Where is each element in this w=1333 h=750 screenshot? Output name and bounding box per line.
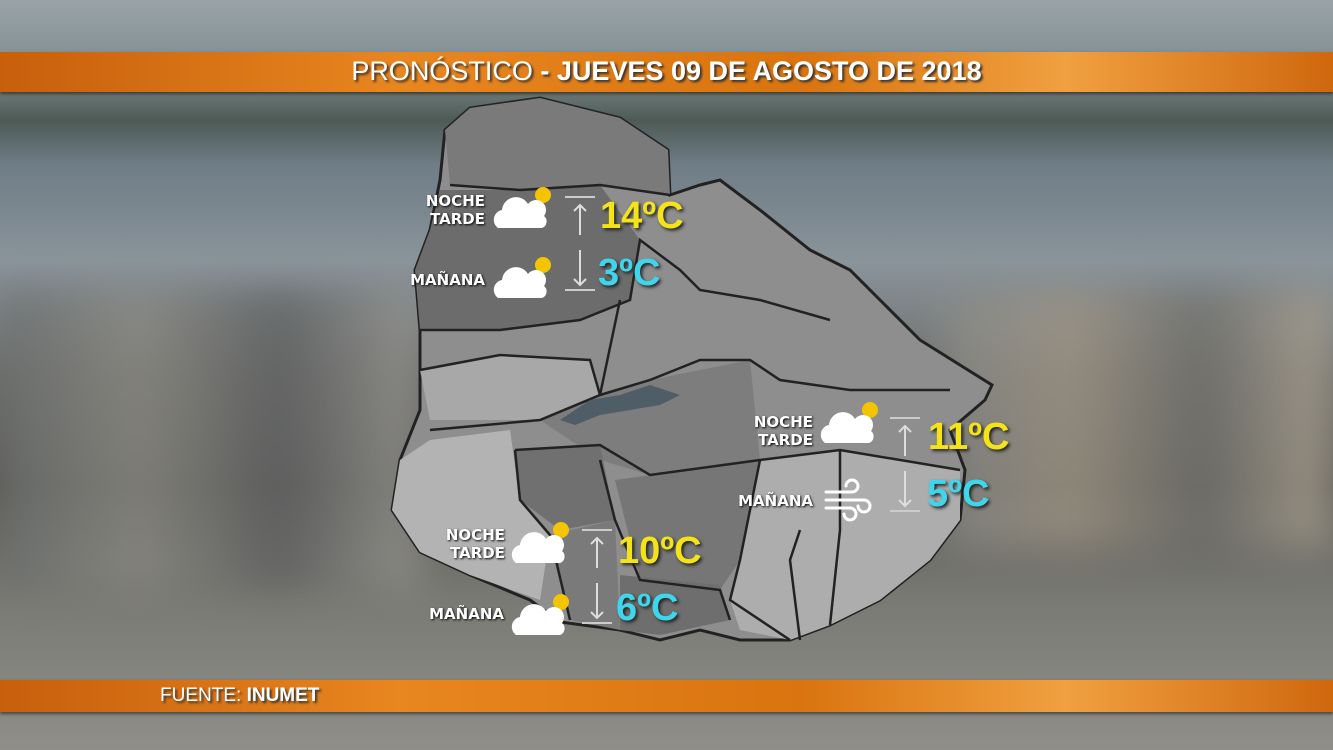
- partly-cloudy-icon: [820, 402, 878, 443]
- partly-cloudy-icon: [493, 187, 551, 228]
- label-noche: NOCHE: [425, 192, 485, 210]
- wind-icon: [824, 478, 872, 522]
- north-min-temp: 3ºC: [598, 252, 661, 294]
- department-florida: [615, 460, 760, 590]
- north-morning-label: MAÑANA: [410, 271, 485, 289]
- north-max-temp: 14ºC: [600, 195, 684, 237]
- background-buildings-left: [0, 290, 420, 590]
- title-date: - JUEVES 09 DE AGOSTO DE 2018: [540, 56, 982, 86]
- temperature-range-arrows: [890, 417, 920, 512]
- department-colonia: [392, 430, 550, 600]
- temperature-range-arrows: [565, 196, 595, 291]
- label-tarde: TARDE: [758, 431, 813, 449]
- label-tarde: TARDE: [430, 210, 485, 228]
- header-band: [0, 52, 1333, 92]
- source-label: FUENTE:: [160, 685, 242, 706]
- partly-cloudy-icon: [511, 594, 569, 635]
- partly-cloudy-icon: [493, 257, 551, 298]
- department-canelones: [620, 575, 730, 635]
- east-morning-label: MAÑANA: [738, 492, 813, 510]
- source-value: INUMET: [246, 685, 320, 706]
- southwest-max-temp: 10ºC: [618, 530, 702, 572]
- department-salto: [415, 185, 640, 330]
- east-min-temp: 5ºC: [927, 473, 990, 515]
- department-paysandu: [420, 355, 600, 420]
- label-tarde: TARDE: [450, 544, 505, 562]
- southwest-period-labels: NOCHE TARDE: [425, 526, 505, 562]
- department-artigas: [445, 98, 670, 195]
- source-credit: FUENTE: INUMET: [160, 685, 319, 707]
- southwest-min-temp: 6ºC: [616, 587, 679, 629]
- north-period-labels: NOCHE TARDE: [405, 192, 485, 228]
- footer-band: [0, 680, 1333, 712]
- page-title: PRONÓSTICO - JUEVES 09 DE AGOSTO DE 2018: [0, 56, 1333, 87]
- southwest-morning-label: MAÑANA: [429, 605, 504, 623]
- east-period-labels: NOCHE TARDE: [733, 413, 813, 449]
- department-east: [730, 450, 960, 640]
- temperature-range-arrows: [582, 529, 612, 624]
- department-flores: [515, 445, 615, 530]
- background-buildings-right: [940, 290, 1333, 550]
- title-prefix: PRONÓSTICO: [351, 56, 533, 86]
- rincon-del-bonete-lake: [560, 385, 680, 425]
- label-noche: NOCHE: [753, 413, 813, 431]
- label-noche: NOCHE: [445, 526, 505, 544]
- east-max-temp: 11ºC: [928, 416, 1010, 458]
- department-borders: [419, 183, 961, 642]
- partly-cloudy-icon: [511, 522, 569, 563]
